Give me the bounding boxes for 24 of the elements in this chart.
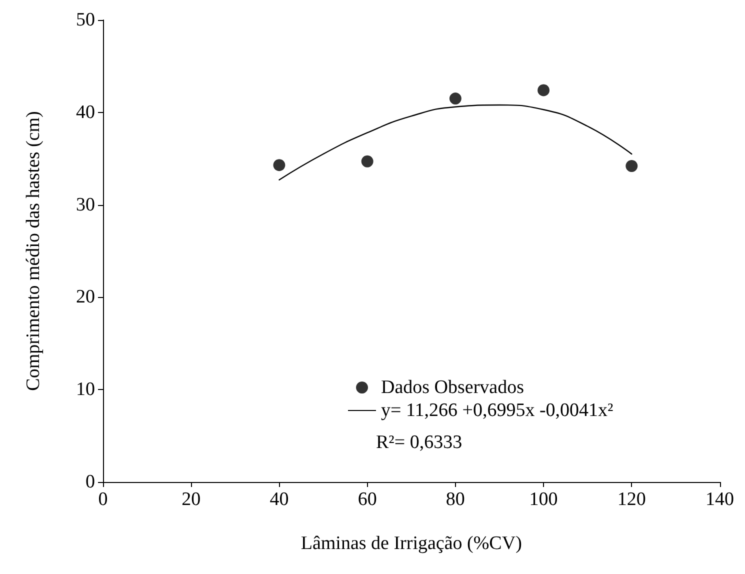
x-tick-label: 80: [446, 489, 465, 510]
y-tick-label: 50: [76, 10, 95, 30]
legend-label: y= 11,266 +0,6995x -0,0041x²: [381, 400, 614, 421]
x-tick-label: 20: [182, 489, 201, 510]
legend-label: Dados Observados: [381, 377, 524, 398]
y-tick-label: 20: [76, 286, 95, 308]
y-axis-title: Comprimento médio das hastes (cm): [23, 111, 44, 391]
x-tick-label: 40: [270, 489, 289, 510]
x-tick-label: 0: [98, 489, 108, 510]
annotation: R²= 0,6333: [376, 432, 462, 453]
y-tick-label: 0: [86, 472, 95, 492]
x-axis-title: Lâminas de Irrigação (%CV): [300, 533, 522, 554]
y-tick-label: 40: [76, 102, 95, 123]
point: [273, 159, 286, 172]
point: [361, 155, 374, 168]
x-tick-label: 60: [358, 489, 377, 510]
y-tick-label: 30: [76, 194, 95, 216]
y-tick-label: 10: [76, 379, 95, 400]
x-tick-label: 140: [706, 489, 734, 510]
x-tick-label: 120: [617, 489, 646, 510]
point: [626, 160, 638, 172]
x-tick-label: 100: [529, 489, 558, 510]
point: [538, 84, 550, 96]
point: [449, 92, 462, 105]
